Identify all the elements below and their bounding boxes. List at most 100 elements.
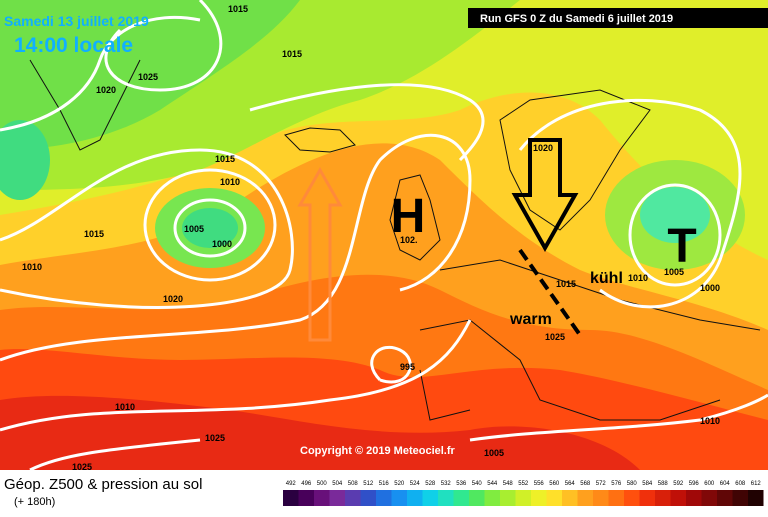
scale-label: 528 <box>425 481 436 487</box>
run-label: Run GFS 0 Z du Samedi 6 juillet 2019 <box>480 13 673 25</box>
time-label: 14:00 locale <box>14 34 133 57</box>
scale-label: 572 <box>596 481 607 487</box>
scale-swatch <box>624 490 640 506</box>
date-label: Samedi 13 juillet 2019 <box>4 13 149 29</box>
scale-swatch <box>577 490 593 506</box>
isobar-label: 1020 <box>163 294 183 304</box>
high-label: H <box>391 190 426 243</box>
isobar-label: 1005 <box>664 267 684 277</box>
isobar-label: 995 <box>400 362 415 372</box>
scale-label: 608 <box>735 481 746 487</box>
scale-label: 552 <box>518 481 529 487</box>
scale-label: 500 <box>317 481 328 487</box>
isobar-label: 102. <box>400 235 418 245</box>
isobar-label: 1015 <box>556 279 576 289</box>
scale-swatch <box>469 490 485 506</box>
scale-label: 596 <box>689 481 700 487</box>
warm-label: warm <box>509 311 552 328</box>
isobar-label: 1015 <box>215 154 235 164</box>
run-box <box>468 8 768 28</box>
scale-label: 560 <box>549 481 560 487</box>
isobar-label: 1010 <box>22 262 42 272</box>
scale-swatch <box>748 490 764 506</box>
scale-label: 568 <box>580 481 591 487</box>
isobar-label: 1025 <box>72 462 92 472</box>
scale-swatch <box>422 490 438 506</box>
scale-swatch <box>639 490 655 506</box>
scale-label: 508 <box>348 481 359 487</box>
scale-swatch <box>298 490 314 506</box>
low-label: T <box>667 220 696 273</box>
scale-swatch <box>314 490 330 506</box>
scale-swatch <box>546 490 562 506</box>
isobar-label: 1005 <box>184 224 204 234</box>
scale-label: 556 <box>534 481 545 487</box>
scale-swatch <box>670 490 686 506</box>
isobar-label: 1010 <box>220 177 240 187</box>
scale-label: 604 <box>720 481 731 487</box>
scale-swatch <box>531 490 547 506</box>
scale-label: 580 <box>627 481 638 487</box>
scale-swatch <box>717 490 733 506</box>
scale-swatch <box>701 490 717 506</box>
isobar-label: 1025 <box>138 72 158 82</box>
scale-swatch <box>329 490 345 506</box>
isobar-label: 1000 <box>212 239 232 249</box>
scale-label: 548 <box>503 481 514 487</box>
isobar-label: 1020 <box>533 143 553 153</box>
cool-label: kühl <box>590 270 623 287</box>
isobar-label: 1015 <box>282 49 302 59</box>
scale-swatch <box>562 490 578 506</box>
scale-label: 496 <box>301 481 312 487</box>
scale-label: 564 <box>565 481 576 487</box>
color-scale: 492 496 500 504 508 512 516 520 524 528 532 536 540 5… <box>283 481 764 506</box>
scale-label: 592 <box>673 481 684 487</box>
scale-swatch <box>593 490 609 506</box>
scale-label: 536 <box>456 481 467 487</box>
scale-swatch <box>438 490 454 506</box>
copyright: Copyright © 2019 Meteociel.fr <box>300 445 456 457</box>
scale-label: 512 <box>363 481 374 487</box>
isobar-label: 1000 <box>700 283 720 293</box>
scale-label: 584 <box>642 481 653 487</box>
map-background <box>0 0 768 470</box>
footer-subtitle: (+ 180h) <box>14 496 55 508</box>
scale-swatch <box>283 490 299 506</box>
isobar-label: 1020 <box>96 85 116 95</box>
cold-arrow <box>511 138 579 253</box>
scale-label: 588 <box>658 481 669 487</box>
isobar-label: 1005 <box>484 448 504 458</box>
scale-label: 600 <box>704 481 715 487</box>
isobar-label: 1015 <box>84 229 104 239</box>
scale-swatch <box>484 490 500 506</box>
isobar-label: 1015 <box>228 4 248 14</box>
scale-label: 532 <box>441 481 452 487</box>
isobar-labels: 1015 1025 1020 1015 1015 1010 1005 1000 1015 1010… <box>22 4 720 472</box>
scale-label: 516 <box>379 481 390 487</box>
scale-swatch <box>407 490 423 506</box>
scale-swatch <box>376 490 392 506</box>
scale-label: 544 <box>487 481 498 487</box>
scale-swatch <box>515 490 531 506</box>
scale-swatch <box>391 490 407 506</box>
isobar-label: 1025 <box>205 433 225 443</box>
scale-label: 576 <box>611 481 622 487</box>
isobar-label: 1010 <box>115 402 135 412</box>
footer-title: Géop. Z500 & pression au sol <box>4 476 202 493</box>
isobars <box>0 0 768 442</box>
isobar-label: 1010 <box>700 416 720 426</box>
scale-label: 492 <box>286 481 297 487</box>
scale-swatch <box>655 490 671 506</box>
scale-label: 504 <box>332 481 343 487</box>
scale-swatch <box>360 490 376 506</box>
scale-swatch <box>686 490 702 506</box>
scale-label: 520 <box>394 481 405 487</box>
scale-label: 524 <box>410 481 421 487</box>
scale-swatch <box>345 490 361 506</box>
scale-swatch <box>732 490 748 506</box>
isobar-label: 1025 <box>545 332 565 342</box>
scale-swatch <box>453 490 469 506</box>
scale-label: 540 <box>472 481 483 487</box>
scale-swatch <box>608 490 624 506</box>
